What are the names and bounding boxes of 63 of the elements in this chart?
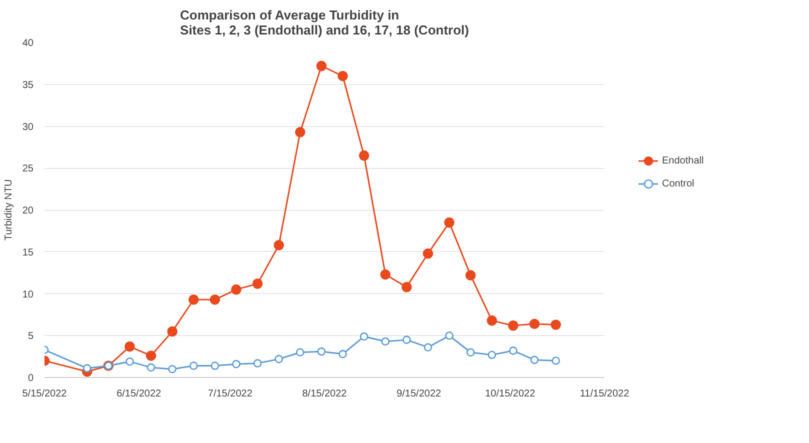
point xyxy=(338,70,348,82)
point xyxy=(168,364,176,374)
y-tick-label: 10 xyxy=(22,289,34,300)
point xyxy=(530,356,539,364)
point xyxy=(316,60,327,72)
point xyxy=(550,320,561,330)
y-tick-label: 25 xyxy=(22,164,34,175)
point xyxy=(444,217,454,228)
point xyxy=(296,348,304,357)
point xyxy=(274,240,284,250)
x-tick-label: 10/15/2022 xyxy=(485,388,536,400)
legend-label: Endothall xyxy=(662,155,704,166)
point xyxy=(210,362,220,370)
point xyxy=(253,359,262,368)
point xyxy=(358,150,370,161)
point xyxy=(422,248,434,259)
point xyxy=(402,336,411,344)
chart-title: Comparison of Average Turbidity in Sites 1, 2, 3 (Endothall) and 16, 17, 18 (Control) xyxy=(180,8,469,38)
point xyxy=(124,341,135,352)
point xyxy=(488,350,496,360)
x-tick-label: 11/15/2022 xyxy=(580,388,630,400)
point xyxy=(486,315,498,326)
point xyxy=(82,364,92,372)
y-tick-label: 40 xyxy=(22,38,34,49)
point xyxy=(317,347,326,356)
point xyxy=(146,363,156,372)
point xyxy=(231,284,242,295)
point xyxy=(360,332,368,341)
point xyxy=(188,294,199,305)
point xyxy=(508,320,518,331)
legend-label: Control xyxy=(662,178,694,190)
y-tick-label: 5 xyxy=(28,331,34,342)
x-tick-label: 9/15/2022 xyxy=(396,388,442,400)
x-tick-label: 5/15/2022 xyxy=(22,388,68,400)
point xyxy=(210,294,220,305)
y-tick-label: 30 xyxy=(22,122,34,133)
point xyxy=(509,346,518,355)
point xyxy=(126,357,134,366)
point xyxy=(295,126,306,138)
point xyxy=(380,269,391,280)
point xyxy=(274,354,283,364)
point xyxy=(381,337,390,346)
y-axis-title: Turbidity NTU xyxy=(3,179,14,241)
y-tick-label: 15 xyxy=(22,247,34,258)
point xyxy=(252,278,263,289)
point xyxy=(167,326,178,337)
x-tick-label: 8/15/2022 xyxy=(302,388,348,400)
y-tick-label: 35 xyxy=(22,80,34,91)
y-tick-label: 0 xyxy=(28,373,34,384)
point xyxy=(445,331,454,340)
point xyxy=(338,350,347,358)
point xyxy=(424,343,432,352)
y-tick-label: 20 xyxy=(22,206,34,216)
x-tick-label: 7/15/2022 xyxy=(208,388,253,400)
point xyxy=(552,356,560,365)
point xyxy=(402,282,412,292)
point xyxy=(146,350,156,361)
point xyxy=(465,270,476,280)
point xyxy=(232,360,240,368)
point xyxy=(189,362,198,370)
x-tick-label: 6/15/2022 xyxy=(116,388,162,400)
point xyxy=(529,318,540,330)
point xyxy=(466,348,475,357)
